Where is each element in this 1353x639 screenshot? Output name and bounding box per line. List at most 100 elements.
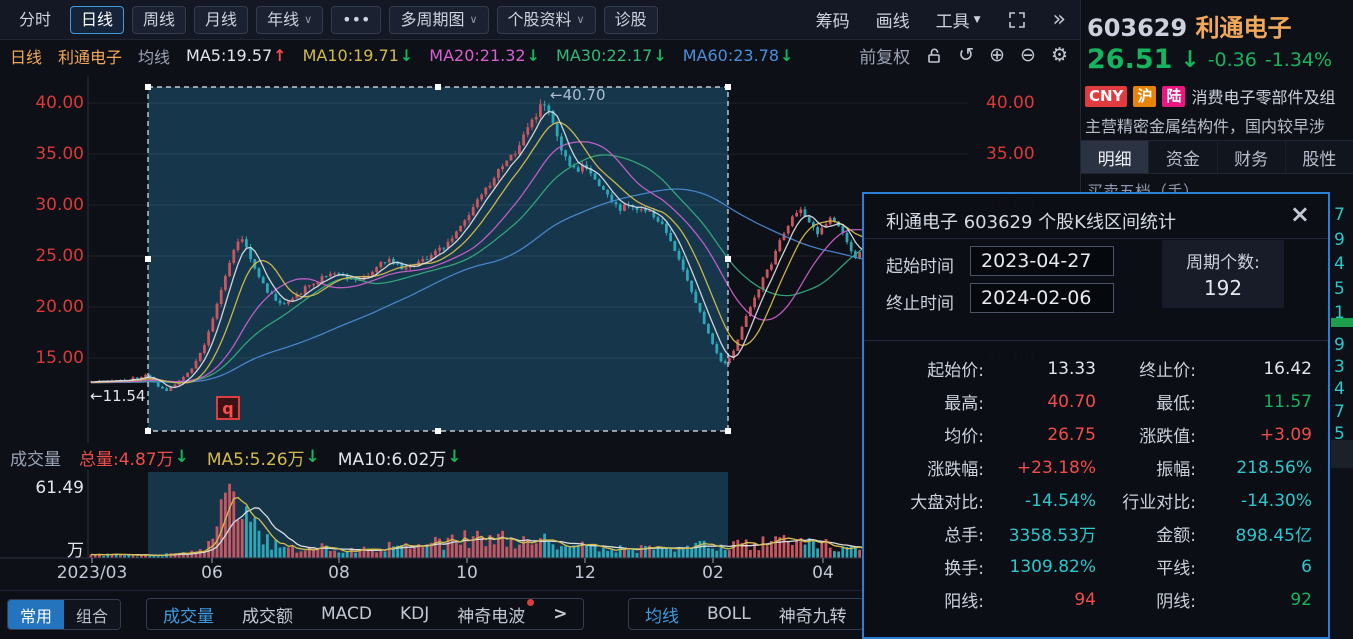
period-tab[interactable]: 多周期图 ∨ [389,5,489,34]
ma-info-row: 日线 利通电子 均线 MA5:19.57 ↑ MA10:19.71 ↓ MA20:21.… [0,41,1080,70]
stat-value: 13.33 [1047,358,1096,379]
period-tab[interactable]: 分时 [8,6,62,34]
indicator-tab[interactable]: 成交量 [163,606,214,627]
end-date-input[interactable]: 2024-02-06 [970,283,1114,313]
volume-title: 成交量 [10,449,61,470]
period-tab-label: 诊股 [614,9,647,29]
adjust-mode-label[interactable]: 前复权 [859,48,911,68]
divider [864,238,1328,239]
orderbook-edge-digit: 9 [1334,335,1345,355]
stats-row: 涨跌幅: +23.18% 振幅: 218.56% [872,451,1322,484]
period-tab-label: 周线 [143,9,176,29]
period-tab[interactable]: 日线 [70,5,125,34]
chart-controls: 前复权 ↺ ⊕ ⊖ ⚙ [859,43,1080,69]
indicator-tab[interactable]: MACD [321,604,372,624]
stats-row: 阳线: 94 阴线: 92 [872,583,1322,616]
draw-line-button[interactable]: 画线 [875,12,910,32]
period-tab[interactable]: 月线 [194,5,249,34]
price-tick-label: 20.00 [35,297,84,317]
svg-text:←11.54: ←11.54 [90,387,146,405]
stat-value: 40.70 [1047,391,1096,412]
svg-text:←40.70: ←40.70 [550,86,606,104]
overlay-tab[interactable]: BOLL [707,604,751,624]
period-tab-label: 月线 [205,9,238,29]
zoom-in-icon[interactable]: ⊕ [989,44,1006,66]
divider [864,340,1328,341]
period-tab[interactable]: 周线 [132,5,187,34]
settings-gear-icon[interactable]: ⚙ [1050,44,1068,66]
period-tab[interactable]: 诊股 [603,5,658,34]
layout-tab-group: 常用 组合 [7,599,121,630]
orderbook-price-bar [1331,318,1353,327]
market-badge: 沪 [1133,85,1157,107]
ma-value: MA10:19.71 ↓ [303,46,414,65]
undo-icon[interactable]: ↺ [958,44,975,66]
stat-label: 最高: [944,394,984,414]
panel-tab[interactable]: 股性 [1286,141,1353,173]
stock-header: 603629 利通电子 [1087,8,1292,43]
stat-label: 终止价: [1139,361,1196,381]
market-badge: 陆 [1162,85,1186,107]
period-tab[interactable]: ••• [331,5,382,34]
orderbook-edge-digit: 4 [1334,379,1345,400]
panel-tab[interactable]: 财务 [1218,141,1286,173]
volume-total: 总量:4.87万 [79,449,174,470]
event-marker-q[interactable]: q [216,396,240,420]
last-price: 26.51 [1087,44,1173,75]
indicator-tab-group: 成交量 成交额 MACD KDJ 神奇电波 > [146,598,585,630]
zoom-out-icon[interactable]: ⊖ [1020,44,1036,66]
orderbook-edge-digit: 7 [1334,401,1345,422]
down-arrow-icon: ↓ [447,447,462,467]
layout-tab[interactable]: 组合 [64,600,120,629]
main-chart-canvas[interactable]: ←40.70 ←11.54 [0,70,1080,443]
chips-button[interactable]: 筹码 [815,12,850,32]
stat-value: 11.57 [1263,391,1312,412]
ma-value: MA20:21.32 ↓ [429,46,540,65]
panel-tab[interactable]: 明细 [1081,141,1150,173]
indicator-tab[interactable]: 成交额 [242,606,293,627]
start-date-input[interactable]: 2023-04-27 [970,246,1114,276]
overlay-tab[interactable]: 均线 [645,606,679,627]
dialog-title: 利通电子 603629 个股K线区间统计 [886,212,1176,233]
orderbook-row-highlight [1331,440,1353,468]
period-count-box: 周期个数: 192 [1162,240,1284,308]
stats-row: 起始价: 13.33 终止价: 16.42 [872,352,1322,385]
indicator-tab[interactable]: KDJ [399,604,430,624]
ma-value-text: MA20:21.32 [429,46,526,65]
tools-button[interactable]: 工具 ▼ [935,12,981,32]
volume-axis-max: 61.49 [35,478,84,498]
period-tab[interactable]: 年线 ∨ [256,5,324,34]
volume-ma10: MA10:6.02万 [337,449,447,470]
fullscreen-icon[interactable] [1007,10,1027,30]
end-time-label: 终止时间 [886,294,954,314]
price-tick-label: 25.00 [35,246,84,266]
orderbook-edge-digit: 7 [1334,205,1345,225]
period-tab[interactable]: 个股资料 ∨ [496,5,596,34]
lock-icon[interactable] [925,47,943,65]
stat-value: +23.18% [1016,457,1096,478]
price-tick-label: 35.00 [35,144,84,164]
stat-label: 均价: [944,427,984,447]
stat-value: 92 [1290,589,1312,610]
close-icon[interactable]: × [1289,200,1310,228]
stats-row: 大盘对比: -14.54% 行业对比: -14.30% [872,484,1322,517]
stat-label: 平线: [1156,559,1196,579]
layout-tab[interactable]: 常用 [8,600,64,629]
panel-tab-group: 明细 资金 财务 股性 [1081,140,1353,174]
down-arrow-icon: ↓ [653,46,667,65]
price-tick-label: 40.00 [35,93,84,113]
industry-label[interactable]: 消费电子零部件及组 [1191,88,1336,107]
panel-tab[interactable]: 资金 [1149,141,1218,173]
ma-group-label: 均线 [138,47,171,67]
company-description: 主营精密金属结构件，国内较早涉 [1085,117,1326,136]
overlay-tab[interactable]: 神奇九转 [778,606,847,627]
more-indicators-icon[interactable]: > [553,604,568,624]
volume-chart-canvas[interactable] [0,470,1080,566]
ma-value-text: MA30:22.17 [556,46,653,65]
period-count-value: 192 [1203,276,1243,300]
period-tab-label: 日线 [81,9,114,29]
more-panels-icon[interactable]: » [1052,7,1066,32]
volume-ma5: MA5:5.26万 [206,449,305,470]
indicator-tab[interactable]: 神奇电波 [457,598,535,627]
